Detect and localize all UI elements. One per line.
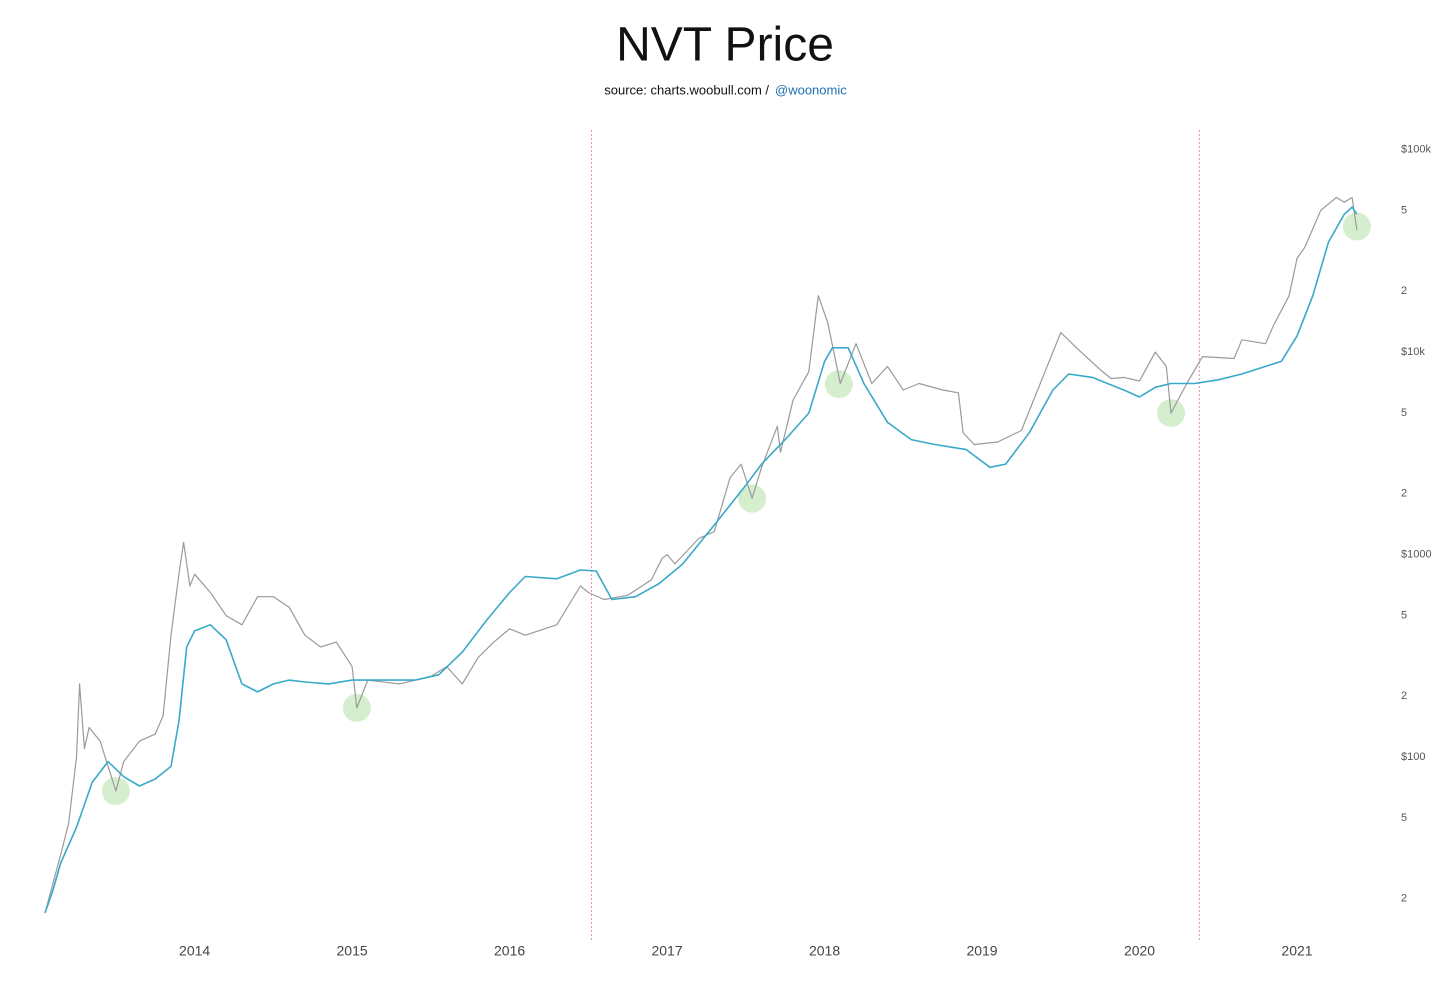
price-line bbox=[44, 196, 1358, 914]
y-tick-label: 5 bbox=[1401, 407, 1407, 419]
x-tick-label: 2021 bbox=[1281, 943, 1312, 959]
x-tick-label: 2014 bbox=[179, 943, 210, 959]
y-tick-label: 2 bbox=[1401, 285, 1407, 297]
chart-title: NVT Price bbox=[616, 19, 834, 72]
y-tick-label: 2 bbox=[1401, 488, 1407, 500]
x-tick-label: 2019 bbox=[966, 943, 997, 959]
subtitle-link[interactable]: @woonomic bbox=[775, 82, 847, 97]
y-tick-label: $100k bbox=[1401, 144, 1431, 156]
y-tick-label: 5 bbox=[1401, 812, 1407, 824]
y-tick-label: $10k bbox=[1401, 346, 1425, 358]
chart-subtitle: source: charts.woobull.com / bbox=[604, 82, 769, 97]
y-tick-label: $1000 bbox=[1401, 549, 1432, 561]
y-tick-label: 5 bbox=[1401, 204, 1407, 216]
y-tick-label: 5 bbox=[1401, 609, 1407, 621]
x-tick-label: 2018 bbox=[809, 943, 840, 959]
y-tick-label: $100 bbox=[1401, 751, 1425, 763]
x-tick-label: 2016 bbox=[494, 943, 525, 959]
y-tick-label: 2 bbox=[1401, 893, 1407, 905]
highlight-circle bbox=[824, 370, 853, 399]
x-tick-label: 2020 bbox=[1124, 943, 1155, 959]
price-line bbox=[44, 206, 1358, 914]
y-tick-label: 2 bbox=[1401, 690, 1407, 702]
x-tick-label: 2017 bbox=[651, 943, 682, 959]
x-tick-label: 2015 bbox=[337, 943, 368, 959]
